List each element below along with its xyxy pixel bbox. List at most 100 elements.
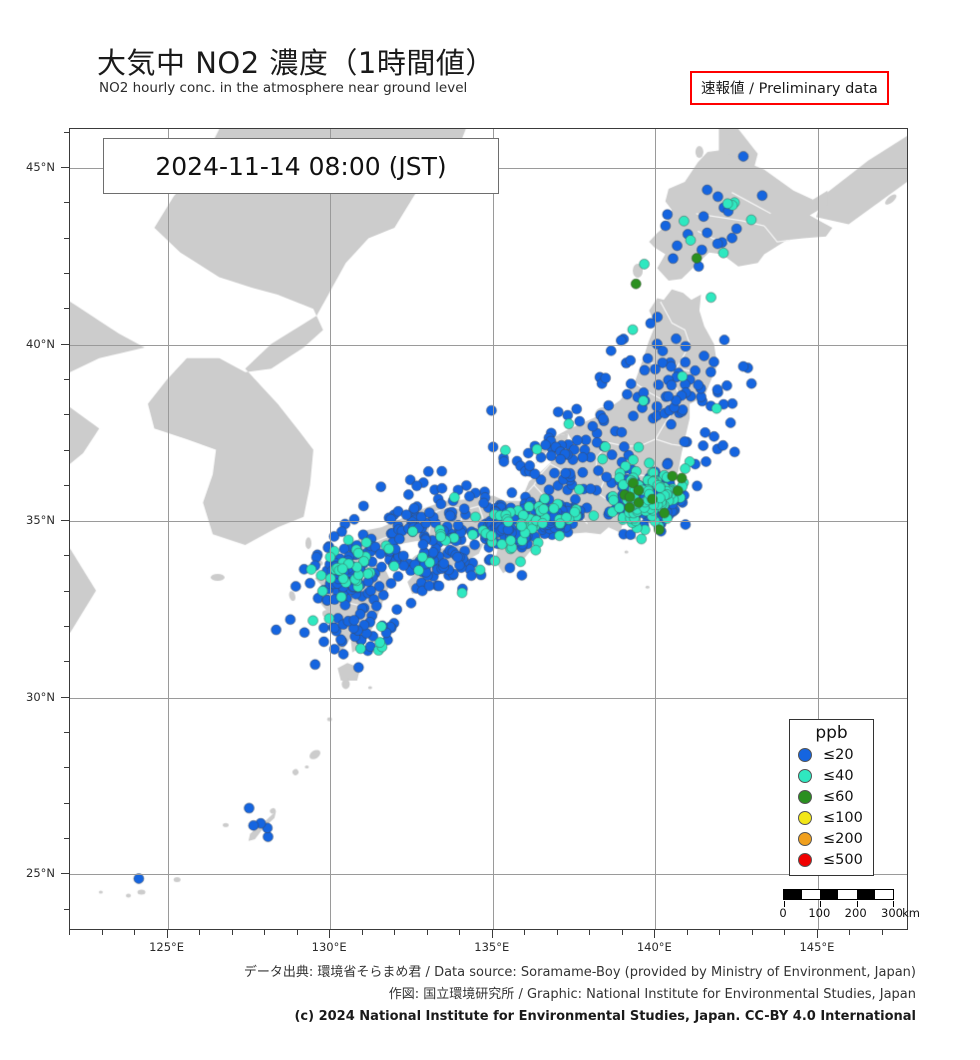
x-tick-label-145: 145°E (799, 940, 835, 954)
scale-bar-segment (856, 890, 875, 899)
y-tick-46 (64, 131, 69, 133)
legend-row-5[interactable]: ≤200 (790, 828, 873, 849)
scale-bar-track (783, 889, 894, 907)
y-tick-label-45: 45°N (26, 159, 55, 174)
scale-bar-segment (838, 890, 857, 899)
footer-line-2: 作図: 国立環境研究所 / Graphic: National Institut… (388, 987, 916, 1002)
y-tick-36 (64, 484, 69, 486)
y-tick-34 (64, 555, 69, 557)
y-tick-39 (64, 378, 69, 380)
page-title: 大気中 NO2 濃度（1時間値） (97, 46, 495, 80)
x-tick-131 (361, 930, 363, 935)
map-canvas (70, 129, 907, 929)
x-tick-145 (816, 930, 818, 938)
legend-label: ≤60 (823, 788, 854, 805)
x-tick-label-130: 130°E (311, 940, 347, 954)
legend-swatch-icon (798, 768, 812, 783)
legend-label: ≤100 (823, 809, 863, 826)
x-tick-124 (134, 930, 136, 935)
preliminary-data-badge: 速報値 / Preliminary data (690, 71, 889, 105)
x-tick-130 (329, 930, 331, 938)
x-tick-146 (849, 930, 851, 935)
y-tick-30 (61, 696, 69, 698)
y-tick-40 (61, 343, 69, 345)
scale-bar-segment (802, 890, 821, 899)
scale-bar-unit: km (902, 906, 920, 920)
scale-bar-tick (893, 901, 894, 907)
x-tick-142 (719, 930, 721, 935)
scale-bar-label-100: 100 (808, 906, 831, 920)
y-tick-44 (64, 202, 69, 204)
x-tick-129 (296, 930, 298, 935)
scale-bar-labels: 0 100 200 300 km (779, 906, 920, 922)
scale-bar-segment (820, 890, 839, 899)
x-tick-label-140: 140°E (636, 940, 672, 954)
footer-line-3: (c) 2024 National Institute for Environm… (294, 1009, 916, 1024)
x-tick-126 (199, 930, 201, 935)
x-tick-144 (784, 930, 786, 935)
x-tick-137 (556, 930, 558, 935)
legend-swatch-icon (798, 810, 812, 825)
legend-row-6[interactable]: ≤500 (790, 849, 873, 870)
page-subtitle: NO2 hourly conc. in the atmosphere near … (99, 80, 468, 96)
x-tick-136 (524, 930, 526, 935)
legend-label: ≤40 (823, 767, 854, 784)
gridline-lat-30°N (70, 697, 907, 699)
x-tick-140 (654, 930, 656, 938)
legend-label: ≤20 (823, 746, 854, 763)
legend-row-3[interactable]: ≤60 (790, 786, 873, 807)
footer-line-1: データ出典: 環境省そらまめ君 / Data source: Soramame-… (243, 965, 916, 980)
y-tick-45 (61, 166, 69, 168)
y-tick-24 (64, 908, 69, 910)
x-tick-128 (264, 930, 266, 935)
y-tick-label-40: 40°N (26, 336, 55, 351)
legend-swatch-icon (798, 852, 812, 867)
scale-bar-tick (784, 901, 785, 907)
x-tick-147 (881, 930, 883, 935)
y-tick-42 (64, 272, 69, 274)
x-tick-127 (231, 930, 233, 935)
legend-swatch-icon (798, 789, 812, 804)
x-tick-133 (426, 930, 428, 935)
map-plot-area[interactable] (69, 128, 908, 930)
y-tick-33 (64, 590, 69, 592)
gridline-lon-125°E (167, 129, 169, 929)
x-tick-label-135: 135°E (474, 940, 510, 954)
x-tick-125 (166, 930, 168, 938)
y-tick-29 (64, 732, 69, 734)
x-tick-123 (101, 930, 103, 935)
x-tick-label-125: 125°E (149, 940, 185, 954)
x-tick-122 (69, 930, 70, 935)
legend-row-4[interactable]: ≤100 (790, 807, 873, 828)
gridline-lat-40°N (70, 344, 907, 346)
y-tick-32 (64, 626, 69, 628)
legend-label: ≤500 (823, 851, 863, 868)
legend-row-2[interactable]: ≤40 (790, 765, 873, 786)
y-tick-label-25: 25°N (26, 866, 55, 881)
x-tick-134 (459, 930, 461, 935)
legend-row-1[interactable]: ≤20 (790, 744, 873, 765)
x-tick-139 (621, 930, 623, 935)
y-tick-31 (64, 661, 69, 663)
y-tick-26 (64, 838, 69, 840)
y-tick-37 (64, 449, 69, 451)
x-tick-143 (751, 930, 753, 935)
gridline-lat-35°N (70, 521, 907, 523)
y-tick-label-35: 35°N (26, 513, 55, 528)
x-tick-141 (686, 930, 688, 935)
scale-bar: 0 100 200 300 km (779, 889, 920, 922)
y-tick-35 (61, 520, 69, 522)
scale-bar-label-200: 200 (844, 906, 867, 920)
x-tick-132 (394, 930, 396, 935)
y-tick-41 (64, 308, 69, 310)
legend-swatch-icon (798, 747, 812, 762)
legend-label: ≤200 (823, 830, 863, 847)
gridline-lon-135°E (492, 129, 494, 929)
y-tick-38 (64, 414, 69, 416)
page-header: 大気中 NO2 濃度（1時間値） NO2 hourly conc. in the… (0, 0, 980, 128)
gridline-lon-145°E (817, 129, 819, 929)
gridline-lon-130°E (330, 129, 332, 929)
y-tick-28 (64, 767, 69, 769)
scale-bar-segment (874, 890, 893, 899)
scale-bar-tick (856, 901, 858, 907)
